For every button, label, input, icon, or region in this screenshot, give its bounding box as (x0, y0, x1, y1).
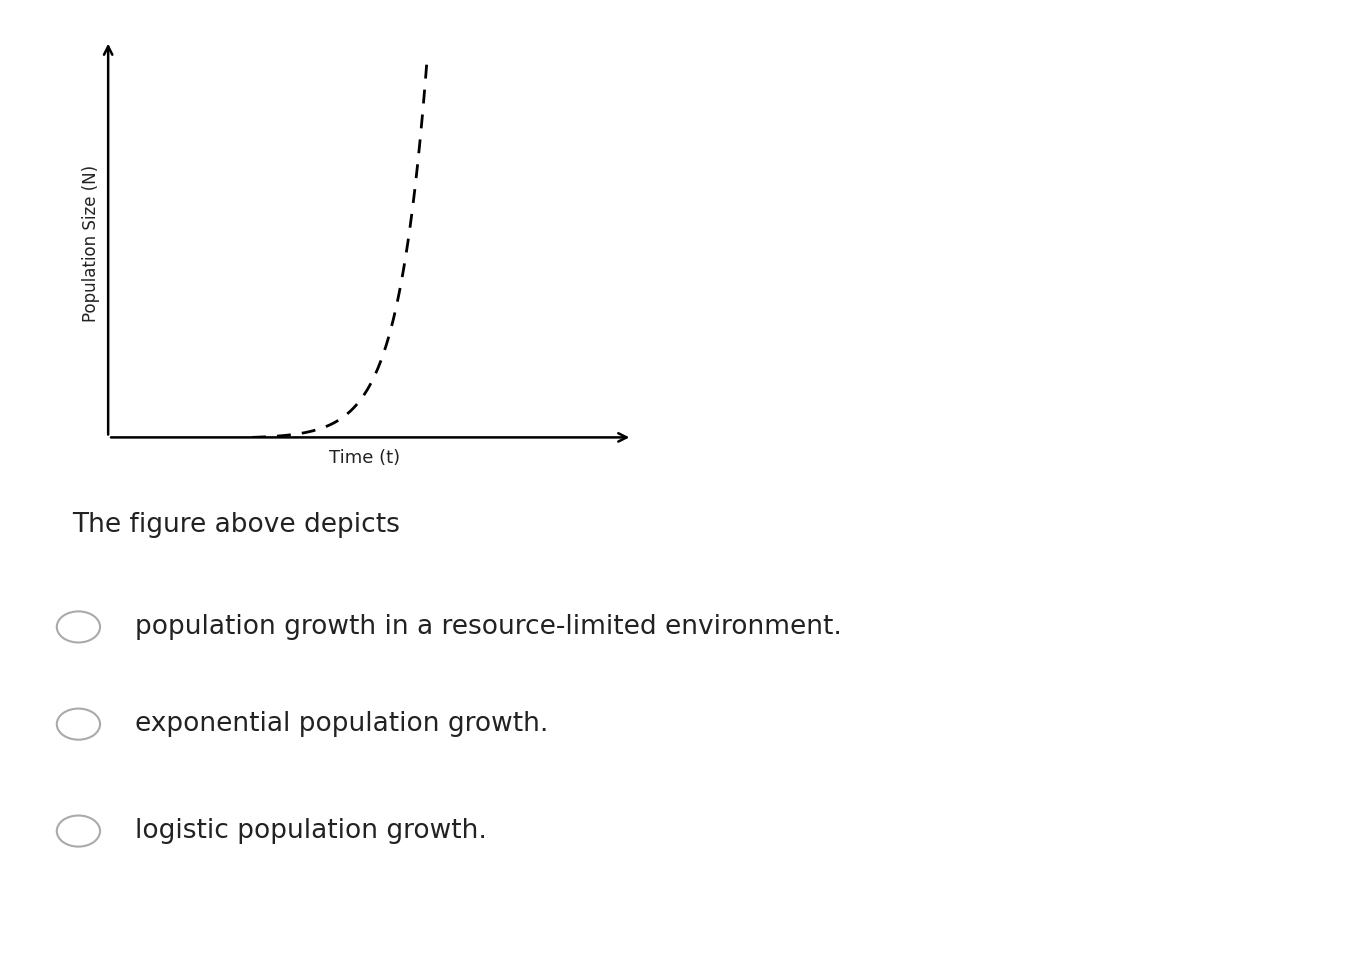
Text: logistic population growth.: logistic population growth. (135, 818, 487, 844)
Text: population growth in a resource-limited environment.: population growth in a resource-limited … (135, 614, 842, 640)
X-axis label: Time (t): Time (t) (330, 448, 400, 467)
Y-axis label: Population Size (N): Population Size (N) (82, 164, 100, 322)
Text: The figure above depicts: The figure above depicts (72, 512, 400, 538)
Text: exponential population growth.: exponential population growth. (135, 712, 549, 737)
